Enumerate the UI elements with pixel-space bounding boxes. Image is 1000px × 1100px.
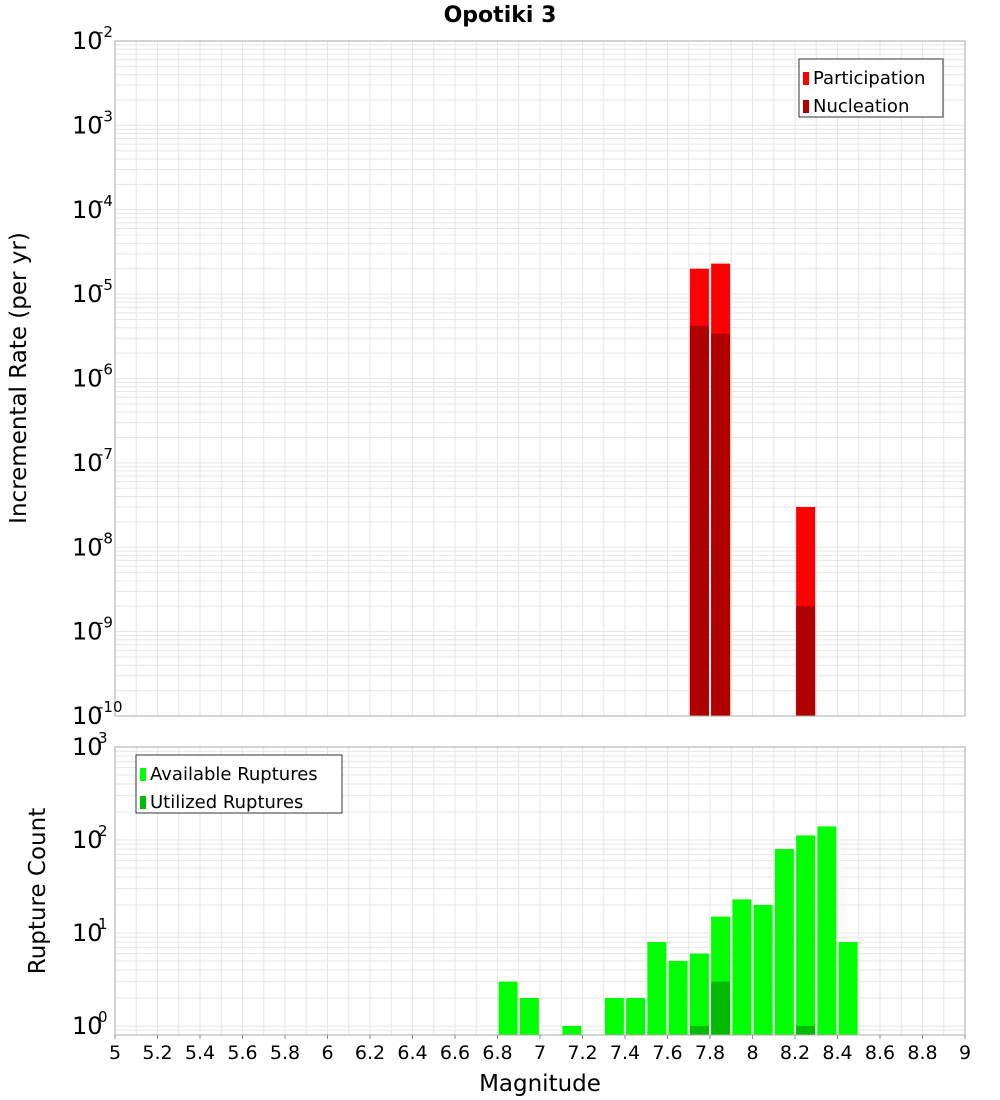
x-tick-label: 5.4 [185, 1042, 215, 1064]
available-ruptures-bar [753, 904, 773, 1035]
top-panel: 10-210-310-410-510-610-710-810-910-10 In… [6, 23, 966, 730]
x-tick-label: 5.6 [227, 1042, 257, 1064]
available-ruptures-bar [626, 997, 646, 1035]
bottom-y-tick-exponent: 3 [98, 729, 108, 747]
top-y-tick-base: 10 [72, 111, 103, 139]
x-tick-label: 6.4 [397, 1042, 427, 1064]
utilized-ruptures-bar [711, 981, 731, 1035]
available-ruptures-bar [796, 835, 816, 1035]
x-tick-label: 8.4 [822, 1042, 852, 1064]
bottom-y-tick-exponent: 2 [98, 822, 108, 840]
x-tick-label: 7.2 [567, 1042, 597, 1064]
top-grid [114, 41, 966, 717]
top-y-tick-exponent: -5 [98, 276, 113, 294]
available-ruptures-bar [562, 1025, 582, 1035]
x-tick-label: 8.2 [780, 1042, 810, 1064]
top-y-tick-base: 10 [72, 702, 103, 730]
top-plot-frame [114, 40, 966, 717]
top-y-tick-exponent: -10 [98, 698, 123, 716]
x-tick-label: 7.8 [695, 1042, 725, 1064]
bottom-y-tick-base: 10 [72, 826, 103, 854]
x-tick-label: 7 [534, 1042, 546, 1064]
top-y-tick-exponent: -8 [98, 529, 113, 547]
top-y-tick-labels: 10-210-310-410-510-610-710-810-910-10 [72, 23, 123, 730]
x-tick-label: 5.8 [270, 1042, 300, 1064]
available-ruptures-bar [647, 942, 667, 1035]
bottom-y-tick-exponent: 1 [98, 915, 108, 933]
available-ruptures-bar [689, 953, 709, 1035]
bottom-bars [498, 826, 858, 1035]
x-tick-labels: 5 5.2 5.4 5.6 5.8 6 6.2 6.4 6.6 6.8 7 7.2 7.4 7.6 7.8 8… [109, 1035, 971, 1064]
top-legend: Participation Nucleation [798, 58, 944, 118]
bottom-legend-box [135, 754, 343, 814]
x-tick-label: 8.8 [907, 1042, 937, 1064]
top-y-tick-base: 10 [72, 449, 103, 477]
top-y-tick-base: 10 [72, 365, 103, 393]
x-tick-label: 5.2 [142, 1042, 172, 1064]
bottom-y-tick-exponent: 0 [98, 1008, 108, 1026]
x-tick-label: 6.6 [440, 1042, 470, 1064]
available-ruptures-bar [604, 997, 624, 1035]
top-y-tick-exponent: -4 [98, 192, 113, 210]
nucleation-bar [796, 606, 816, 716]
available-ruptures-bar [838, 942, 858, 1035]
top-y-tick-exponent: -9 [98, 614, 113, 632]
top-y-tick-exponent: -3 [98, 107, 113, 125]
top-bars [689, 263, 816, 716]
available-ruptures-bar [519, 997, 539, 1035]
available-ruptures-bar [498, 981, 518, 1035]
bottom-legend-label: Utilized Ruptures [150, 792, 303, 813]
top-legend-label: Participation [813, 68, 925, 89]
top-legend-box [798, 58, 944, 118]
top-y-tick-base: 10 [72, 280, 103, 308]
bottom-y-tick-base: 10 [72, 733, 103, 761]
available-ruptures-bar [668, 960, 688, 1035]
available-ruptures-bar [732, 899, 752, 1035]
top-y-axis-label: Incremental Rate (per yr) [6, 232, 32, 524]
utilized-ruptures-bar [796, 1025, 816, 1035]
bottom-legend-label: Available Ruptures [150, 764, 318, 785]
top-y-tick-base: 10 [72, 196, 103, 224]
top-legend-swatch [803, 100, 809, 113]
x-tick-label: 6.2 [355, 1042, 385, 1064]
bottom-y-tick-base: 10 [72, 1012, 103, 1040]
bottom-y-axis-label: Rupture Count [25, 808, 51, 974]
x-axis-label: Magnitude [479, 1071, 601, 1097]
x-tick-label: 8 [746, 1042, 758, 1064]
x-tick-label: 7.6 [652, 1042, 682, 1064]
x-tick-label: 7.4 [610, 1042, 640, 1064]
top-y-tick-base: 10 [72, 533, 103, 561]
available-ruptures-bar [774, 849, 794, 1035]
top-y-tick-exponent: -2 [98, 23, 113, 41]
available-ruptures-bar [817, 826, 837, 1035]
x-tick-label: 9 [959, 1042, 971, 1064]
bottom-legend-swatch [140, 796, 146, 809]
top-y-tick-base: 10 [72, 618, 103, 646]
top-y-tick-base: 10 [72, 27, 103, 55]
x-tick-label: 8.6 [865, 1042, 895, 1064]
x-tick-label: 6 [321, 1042, 333, 1064]
bottom-legend-swatch [140, 768, 146, 781]
bottom-y-tick-base: 10 [72, 919, 103, 947]
top-legend-label: Nucleation [813, 96, 909, 117]
top-y-tick-exponent: -6 [98, 361, 113, 379]
nucleation-bar [711, 333, 731, 716]
chart-title: Opotiki 3 [444, 3, 557, 28]
nucleation-bar [689, 325, 709, 716]
x-tick-label: 5 [109, 1042, 121, 1064]
utilized-ruptures-bar [689, 1025, 709, 1035]
bottom-legend: Available Ruptures Utilized Ruptures [135, 754, 343, 814]
x-tick-label: 6.8 [482, 1042, 512, 1064]
top-y-tick-exponent: -7 [98, 445, 113, 463]
top-legend-swatch [803, 72, 809, 85]
